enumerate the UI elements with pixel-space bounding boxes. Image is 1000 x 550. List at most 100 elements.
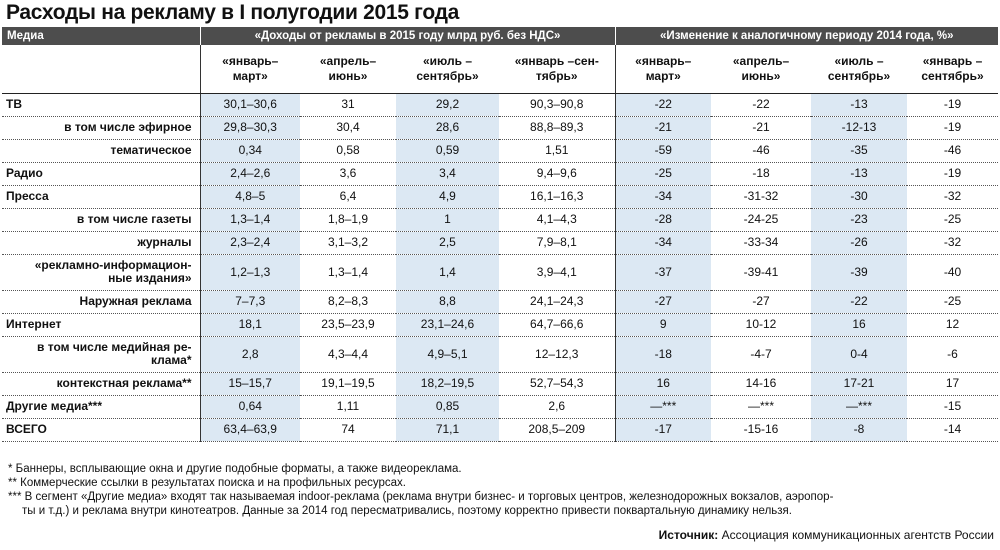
row-label: тематическое xyxy=(2,139,200,163)
table-cell: 0,34 xyxy=(199,139,300,163)
table-cell: 30,4 xyxy=(300,116,396,140)
table-cell: -26 xyxy=(811,231,907,255)
table-cell: 31 xyxy=(300,93,396,117)
period-header-line: «январь– xyxy=(222,53,279,68)
row-label: Наружная реклама xyxy=(2,290,200,314)
table-cell: 4,9–5,1 xyxy=(396,336,499,373)
table-cell: -13 xyxy=(811,93,907,117)
period-header-4: «январь– март» xyxy=(614,45,711,94)
row-label: контекстная реклама** xyxy=(2,372,200,396)
table-cell: 3,6 xyxy=(300,162,396,186)
table-row: Наружная реклама 7–7,3 8,2–8,3 8,8 24,1–24,3… xyxy=(2,290,999,314)
row-label: «рекламно-информацион-ные издания» xyxy=(2,254,200,291)
table-cell: -24-25 xyxy=(711,208,811,232)
table-cell: 16 xyxy=(811,313,907,337)
header-row-groups: Медиа «Доходы от рекламы в 2015 году млр… xyxy=(2,27,999,45)
table-cell: -30 xyxy=(811,185,907,209)
table-cell: 0,64 xyxy=(199,395,300,419)
period-header-line: июнь» xyxy=(741,68,781,83)
table-cell: 2,8 xyxy=(199,336,300,373)
period-header-line: «январь– xyxy=(635,53,692,68)
table-cell: 63,4–63,9 xyxy=(199,418,300,442)
table-cell: 8,2–8,3 xyxy=(300,290,396,314)
row-label-line: ТВ xyxy=(6,97,22,111)
row-label: в том числе газеты xyxy=(2,208,200,232)
table-cell: -18 xyxy=(614,336,711,373)
table-cell: 1,51 xyxy=(499,139,615,163)
table-row: «рекламно-информацион-ные издания» 1,2–1,… xyxy=(2,254,999,291)
table-cell: -19 xyxy=(907,116,999,140)
table-cell: 7–7,3 xyxy=(199,290,300,314)
table-cell: 16 xyxy=(614,372,711,396)
media-header: Медиа xyxy=(2,27,200,45)
table-row: контекстная реклама** 15–15,7 19,1–19,5 18,… xyxy=(2,372,999,396)
period-header-line: «январь –сен- xyxy=(514,53,599,68)
table-cell: 8,8 xyxy=(396,290,499,314)
table-cell: -21 xyxy=(711,116,811,140)
row-label-line: Интернет xyxy=(6,317,62,331)
table-cell: 2,4–2,6 xyxy=(199,162,300,186)
period-header-2: «июль – сентябрь» xyxy=(396,45,499,94)
table-cell: 6,4 xyxy=(300,185,396,209)
table-cell: -39 xyxy=(811,254,907,291)
table-cell: 23,5–23,9 xyxy=(300,313,396,337)
row-label-line: Пресса xyxy=(6,189,49,203)
table-row: журналы 2,3–2,4 3,1–3,2 2,5 7,9–8,1 -34 -33-34… xyxy=(2,231,999,255)
table-cell: -12-13 xyxy=(811,116,907,140)
table-cell: 3,1–3,2 xyxy=(300,231,396,255)
period-header-line: сентябрь» xyxy=(416,68,479,83)
table-cell: -4-7 xyxy=(711,336,811,373)
table-cell: 4,1–4,3 xyxy=(499,208,615,232)
table-cell: 18,1 xyxy=(199,313,300,337)
table-cell: 10-12 xyxy=(711,313,811,337)
table-cell: 208,5–209 xyxy=(499,418,615,442)
footnote-3-continued: ты и т.д.) и реклама внутри кинотеатров.… xyxy=(22,505,792,517)
table-cell: 18,2–19,5 xyxy=(396,372,499,396)
row-label-line: в том числе медийная ре- xyxy=(37,340,192,354)
row-label-line: журналы xyxy=(137,235,192,249)
table-cell: 30,1–30,6 xyxy=(199,93,300,117)
table-cell: 64,7–66,6 xyxy=(499,313,615,337)
table-row: Пресса 4,8–5 6,4 4,9 16,1–16,3 -34 -31-32 -30 -3… xyxy=(2,185,999,209)
table-cell: 19,1–19,5 xyxy=(300,372,396,396)
table-cell: -23 xyxy=(811,208,907,232)
table-cell: 9 xyxy=(614,313,711,337)
table-cell: 24,1–24,3 xyxy=(499,290,615,314)
period-header-7: «январь – сентябрь» xyxy=(907,45,999,94)
row-label: в том числе эфирное xyxy=(2,116,200,140)
row-label: в том числе медийная ре-клама* xyxy=(2,336,200,373)
table-cell: 1,4 xyxy=(396,254,499,291)
table-cell: -6 xyxy=(907,336,999,373)
row-label: Интернет xyxy=(2,313,200,337)
table-cell: 90,3–90,8 xyxy=(499,93,615,117)
row-label-line: в том числе газеты xyxy=(76,212,192,226)
row-label-line: ные издания» xyxy=(108,271,192,285)
table-cell: 7,9–8,1 xyxy=(499,231,615,255)
media-header-blank xyxy=(2,45,200,94)
row-label-line: контекстная реклама** xyxy=(56,376,192,390)
table-cell: -31-32 xyxy=(711,185,811,209)
footnote-2: ** Коммерческие ссылки в результатах пои… xyxy=(8,477,406,489)
period-header-1: «апрель– июнь» xyxy=(300,45,396,94)
period-header-line: «июль – xyxy=(422,53,472,68)
table-cell: -27 xyxy=(614,290,711,314)
period-header-line: «апрель– xyxy=(319,53,377,68)
table-cell: -39-41 xyxy=(711,254,811,291)
table-cell: -40 xyxy=(907,254,999,291)
table-cell: -46 xyxy=(907,139,999,163)
row-label-line: ВСЕГО xyxy=(6,422,47,436)
table-cell: -33-34 xyxy=(711,231,811,255)
table-cell: 1,3–1,4 xyxy=(199,208,300,232)
table-cell: -18 xyxy=(711,162,811,186)
table-cell: -21 xyxy=(614,116,711,140)
period-header-3: «январь –сен-тябрь» xyxy=(499,45,615,94)
table-cell: -46 xyxy=(711,139,811,163)
row-label-line: в том числе эфирное xyxy=(64,120,192,134)
table-cell: 9,4–9,6 xyxy=(499,162,615,186)
period-header-line: «июль – xyxy=(834,53,884,68)
table-cell: -59 xyxy=(614,139,711,163)
table-cell: -22 xyxy=(811,290,907,314)
table-cell: -32 xyxy=(907,231,999,255)
period-header-line: тябрь» xyxy=(535,68,578,83)
table-cell: -25 xyxy=(907,290,999,314)
